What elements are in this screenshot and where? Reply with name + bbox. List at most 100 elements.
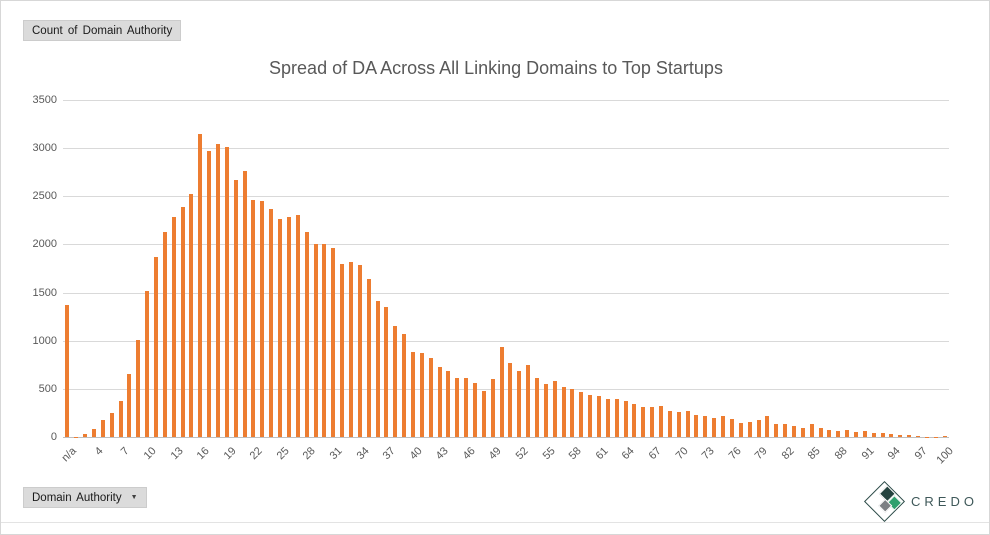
x-tick-label: n/a bbox=[59, 445, 79, 465]
gridline bbox=[63, 244, 949, 246]
bar-da-7 bbox=[118, 401, 123, 437]
bar-da-52 bbox=[517, 370, 522, 437]
gridline bbox=[63, 292, 949, 294]
bar-da-74 bbox=[712, 418, 717, 437]
bar-da-15 bbox=[189, 194, 194, 437]
y-tick-label: 2500 bbox=[32, 190, 57, 203]
bar-da-34 bbox=[357, 264, 362, 437]
bar-da-83 bbox=[791, 425, 796, 437]
x-tick-label: 10 bbox=[141, 445, 159, 463]
y-tick-label: 1000 bbox=[32, 334, 57, 347]
bar-da-46 bbox=[464, 377, 469, 437]
bar-da-5 bbox=[100, 419, 105, 437]
bar-da-85 bbox=[809, 423, 814, 437]
y-tick-label: 3500 bbox=[32, 94, 57, 106]
x-axis-line bbox=[63, 437, 949, 438]
y-tick-label: 3000 bbox=[32, 142, 57, 155]
bar-da-22 bbox=[251, 200, 256, 437]
x-tick-label: 76 bbox=[726, 445, 744, 463]
bar-da-100 bbox=[942, 435, 947, 437]
bar-da-65 bbox=[632, 403, 637, 437]
bar-da-68 bbox=[659, 405, 664, 437]
bar-da-18 bbox=[216, 144, 221, 437]
plot-area bbox=[63, 100, 949, 438]
x-tick-label: 79 bbox=[752, 445, 771, 463]
bar-da-32 bbox=[340, 263, 345, 437]
bar-da-23 bbox=[260, 201, 265, 437]
bar-da-26 bbox=[286, 216, 291, 437]
gridline bbox=[63, 196, 949, 198]
bar-da-33 bbox=[348, 261, 353, 437]
bar-da-31 bbox=[331, 248, 336, 437]
chevron-down-icon: ▼ bbox=[130, 494, 138, 501]
bar-da-40 bbox=[410, 351, 415, 437]
gridline bbox=[63, 148, 949, 150]
bar-da-59 bbox=[579, 391, 584, 437]
bar-da-73 bbox=[703, 416, 708, 437]
y-tick-label: 1500 bbox=[32, 286, 57, 299]
bar-da-35 bbox=[366, 279, 371, 437]
bar-da-84 bbox=[800, 427, 805, 437]
axis-field-label: Domain Authority bbox=[32, 491, 122, 504]
x-tick-label: 73 bbox=[699, 445, 717, 463]
bar-da-72 bbox=[694, 415, 699, 437]
x-tick-label: 28 bbox=[300, 445, 319, 463]
bar-da-93 bbox=[880, 432, 885, 437]
bar-da-87 bbox=[827, 430, 832, 437]
bar-da-90 bbox=[853, 431, 858, 437]
value-field-button[interactable]: Count of Domain Authority bbox=[23, 20, 182, 41]
bar-da-60 bbox=[588, 394, 593, 437]
bar-da-10 bbox=[145, 290, 150, 437]
bar-da-6 bbox=[109, 412, 114, 437]
x-tick-label: 82 bbox=[779, 445, 797, 463]
x-tick-label: 88 bbox=[832, 445, 850, 463]
bar-da-88 bbox=[836, 431, 841, 437]
bar-da-45 bbox=[455, 377, 460, 437]
x-tick-label: 22 bbox=[247, 445, 265, 463]
bar-da-80 bbox=[765, 415, 770, 437]
bar-da-82 bbox=[783, 424, 788, 437]
x-tick-label: 46 bbox=[460, 445, 478, 463]
x-tick-label: 4 bbox=[92, 445, 106, 458]
bar-da-81 bbox=[774, 423, 779, 437]
x-tick-label: 40 bbox=[407, 445, 425, 463]
bar-da-69 bbox=[667, 411, 672, 437]
bar-da-14 bbox=[180, 206, 185, 437]
x-tick-label: 52 bbox=[513, 445, 531, 463]
bar-da-13 bbox=[171, 217, 176, 437]
bar-da-58 bbox=[570, 389, 575, 437]
bar-da-n/a bbox=[65, 305, 70, 437]
bar-da-39 bbox=[402, 333, 407, 437]
bar-da-79 bbox=[756, 420, 761, 437]
bar-da-78 bbox=[747, 421, 752, 437]
bar-da-96 bbox=[907, 435, 912, 437]
x-tick-label: 94 bbox=[885, 445, 903, 463]
bar-da-19 bbox=[224, 147, 229, 437]
bar-da-36 bbox=[375, 301, 380, 437]
bar-da-64 bbox=[623, 401, 628, 437]
x-tick-label: 91 bbox=[859, 445, 877, 463]
bar-da-3 bbox=[83, 433, 88, 437]
bar-da-97 bbox=[915, 435, 920, 437]
bar-da-47 bbox=[472, 382, 477, 437]
x-tick-label: 34 bbox=[354, 445, 372, 463]
bar-da-4 bbox=[92, 429, 96, 437]
bar-da-53 bbox=[526, 365, 531, 437]
x-tick-label: 7 bbox=[119, 445, 133, 458]
chart-bottom-border bbox=[1, 522, 989, 523]
y-tick-label: 2000 bbox=[32, 238, 57, 251]
axis-field-button[interactable]: Domain Authority ▼ bbox=[23, 487, 147, 508]
bar-da-9 bbox=[136, 339, 141, 437]
bar-da-95 bbox=[898, 435, 903, 437]
bar-da-21 bbox=[242, 171, 247, 437]
y-axis-labels: 0 500 1000 1500 2000 2500 3000 3500 bbox=[15, 94, 57, 443]
bar-da-38 bbox=[393, 326, 398, 437]
chart-title: Spread of DA Across All Linking Domains … bbox=[269, 58, 723, 78]
bar-da-51 bbox=[508, 363, 513, 437]
bar-da-86 bbox=[818, 428, 823, 437]
x-tick-label: 61 bbox=[593, 445, 611, 463]
bar-da-66 bbox=[641, 407, 646, 437]
bar-da-43 bbox=[437, 367, 442, 437]
bar-da-61 bbox=[597, 396, 602, 437]
bar-da-29 bbox=[313, 244, 318, 437]
